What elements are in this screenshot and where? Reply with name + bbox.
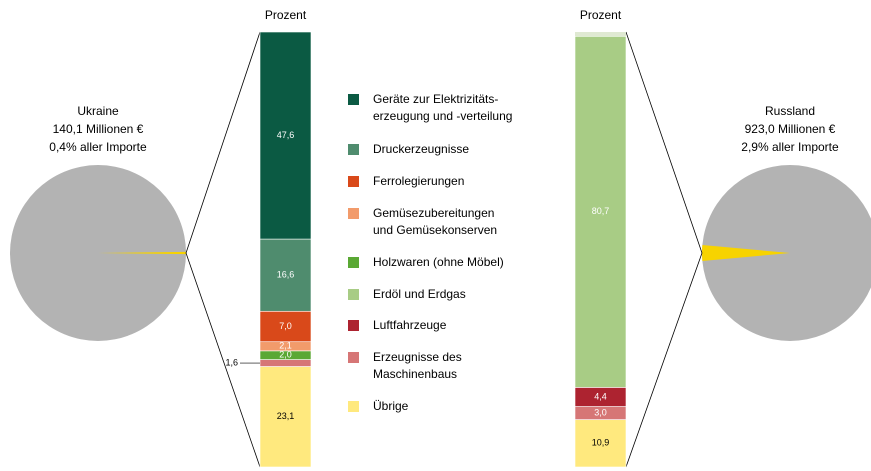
legend-swatch — [348, 289, 359, 300]
pie-slice — [98, 251, 186, 255]
value-label: 16,6 — [277, 270, 295, 280]
legend-label: Gemüsezubereitungen — [373, 206, 494, 220]
pie-subtitle: 923,0 Millionen € — [745, 122, 836, 136]
legend-label: Übrige — [373, 399, 409, 413]
value-label: 47,6 — [277, 130, 295, 140]
bar-axis-label: Prozent — [265, 8, 307, 22]
connector — [185, 252, 261, 468]
connector — [625, 31, 703, 254]
pie-note: 2,9% aller Importe — [741, 140, 839, 154]
value-label: 2,1 — [279, 341, 292, 351]
value-label: 3,0 — [594, 407, 607, 417]
value-label: 1,6 — [225, 357, 238, 367]
legend-swatch — [348, 401, 359, 412]
value-label: 2,0 — [279, 350, 292, 360]
pie-note: 0,4% aller Importe — [49, 140, 147, 154]
legend-label: erzeugung und -verteilung — [373, 109, 512, 123]
bar-segment — [574, 36, 627, 388]
value-label: 80,7 — [592, 206, 610, 216]
legend-swatch — [348, 352, 359, 363]
legend-swatch — [348, 176, 359, 187]
legend-label: Druckerzeugnisse — [373, 142, 469, 156]
legend-swatch — [348, 208, 359, 219]
value-label: 4,4 — [594, 391, 607, 401]
pie-name: Russland — [765, 104, 815, 118]
bar-segment — [259, 310, 312, 343]
legend-swatch — [348, 257, 359, 268]
bar-segment — [259, 366, 312, 468]
pie-name: Ukraine — [77, 104, 119, 118]
pie-subtitle: 140,1 Millionen € — [53, 122, 144, 136]
connector — [625, 252, 703, 468]
bar-segment — [259, 359, 312, 367]
value-label: 7,0 — [279, 321, 292, 331]
value-label: 23,1 — [277, 411, 295, 421]
legend-label: Holzwaren (ohne Möbel) — [373, 255, 504, 269]
legend-label: Erdöl und Erdgas — [373, 287, 466, 301]
connector — [185, 31, 261, 254]
bar-segment — [574, 419, 627, 468]
legend-swatch — [348, 94, 359, 105]
legend-label: Luftfahrzeuge — [373, 318, 447, 332]
legend-label: Ferrolegierungen — [373, 174, 464, 188]
legend-label: und Gemüsekonserven — [373, 223, 497, 237]
legend-swatch — [348, 144, 359, 155]
legend-swatch — [348, 320, 359, 331]
legend-label: Geräte zur Elektrizitäts- — [373, 92, 498, 106]
bar-segment — [259, 31, 312, 240]
legend-label: Erzeugnisse des — [373, 350, 462, 364]
pie-slice — [702, 244, 790, 262]
value-label: 10,9 — [592, 438, 610, 448]
bar-axis-label: Prozent — [580, 8, 622, 22]
legend-label: Maschinenbaus — [373, 367, 457, 381]
